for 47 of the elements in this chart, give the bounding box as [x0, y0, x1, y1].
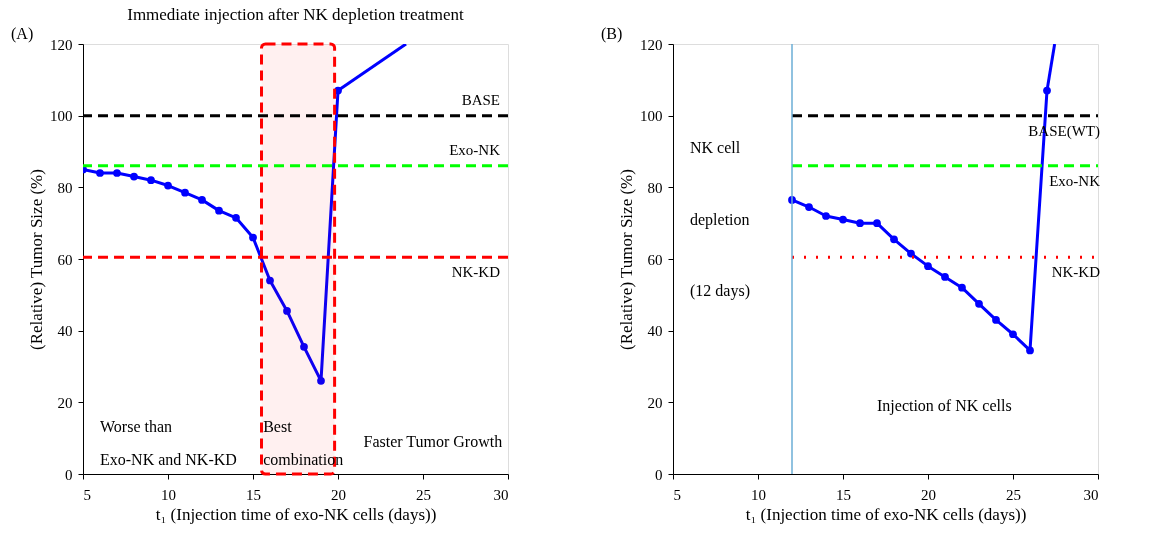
annotation: depletion	[690, 210, 750, 229]
y-tick-label: 0	[65, 466, 73, 483]
x-tick-label: 10	[161, 486, 176, 503]
annotation: Exo-NK and NK-KD	[100, 450, 237, 468]
x-tick-label: 25	[416, 486, 431, 503]
y-tick-label: 20	[57, 394, 73, 411]
annotation: Worse than	[100, 418, 173, 436]
y-axis-title: (Relative) Tumor Size (%)	[617, 169, 636, 350]
x-tick-label: 15	[836, 486, 851, 503]
x-tick-label: 25	[1006, 486, 1021, 503]
x-axis-title: t₁ (Injection time of exo-NK cells (days))	[745, 504, 1027, 524]
text: (B)	[601, 25, 623, 43]
y-tick-label: 60	[647, 251, 663, 268]
y-axis-title: (Relative) Tumor Size (%)	[27, 169, 46, 350]
y-tick-label: 40	[57, 323, 73, 340]
y-tick-label: 0	[655, 466, 663, 483]
series-label: NK-KD	[1051, 264, 1101, 281]
ref-line-label: NK-KD	[451, 264, 501, 281]
chart-title: Immediate injection after NK depletion treatment	[127, 5, 465, 24]
y-tick-label: 80	[647, 179, 663, 196]
series-label: Exo-NK	[1049, 172, 1101, 189]
annotation: Best	[263, 418, 293, 436]
text: (A)	[11, 25, 34, 43]
x-tick-label: 30	[1083, 486, 1099, 503]
y-tick-label: 120	[50, 36, 73, 53]
x-tick-label: 10	[751, 486, 766, 503]
x-tick-label: 15	[246, 486, 261, 503]
y-tick-label: 100	[640, 108, 663, 125]
y-tick-label: 80	[57, 179, 73, 196]
annotation: (12 days)	[690, 282, 750, 301]
ref-line-label: Exo-NK	[449, 141, 501, 158]
y-tick-label: 40	[647, 323, 663, 340]
x-tick-label: 5	[673, 486, 681, 503]
ref-line-label: BASE	[461, 91, 500, 108]
y-tick-label: 100	[50, 108, 73, 125]
annotation: NK cell	[690, 138, 741, 156]
x-tick-label: 20	[921, 486, 936, 503]
x-tick-label: 20	[331, 486, 346, 503]
y-tick-label: 20	[647, 394, 663, 411]
y-tick-label: 60	[57, 251, 73, 268]
annotation: combination	[263, 450, 344, 468]
annotation: Injection of NK cells	[877, 396, 1012, 415]
y-tick-label: 120	[640, 36, 663, 53]
x-tick-label: 5	[83, 486, 91, 503]
x-axis-title: t₁ (Injection time of exo-NK cells (days))	[155, 504, 437, 524]
x-tick-label: 30	[493, 486, 509, 503]
annotation: Faster Tumor Growth	[363, 432, 503, 450]
